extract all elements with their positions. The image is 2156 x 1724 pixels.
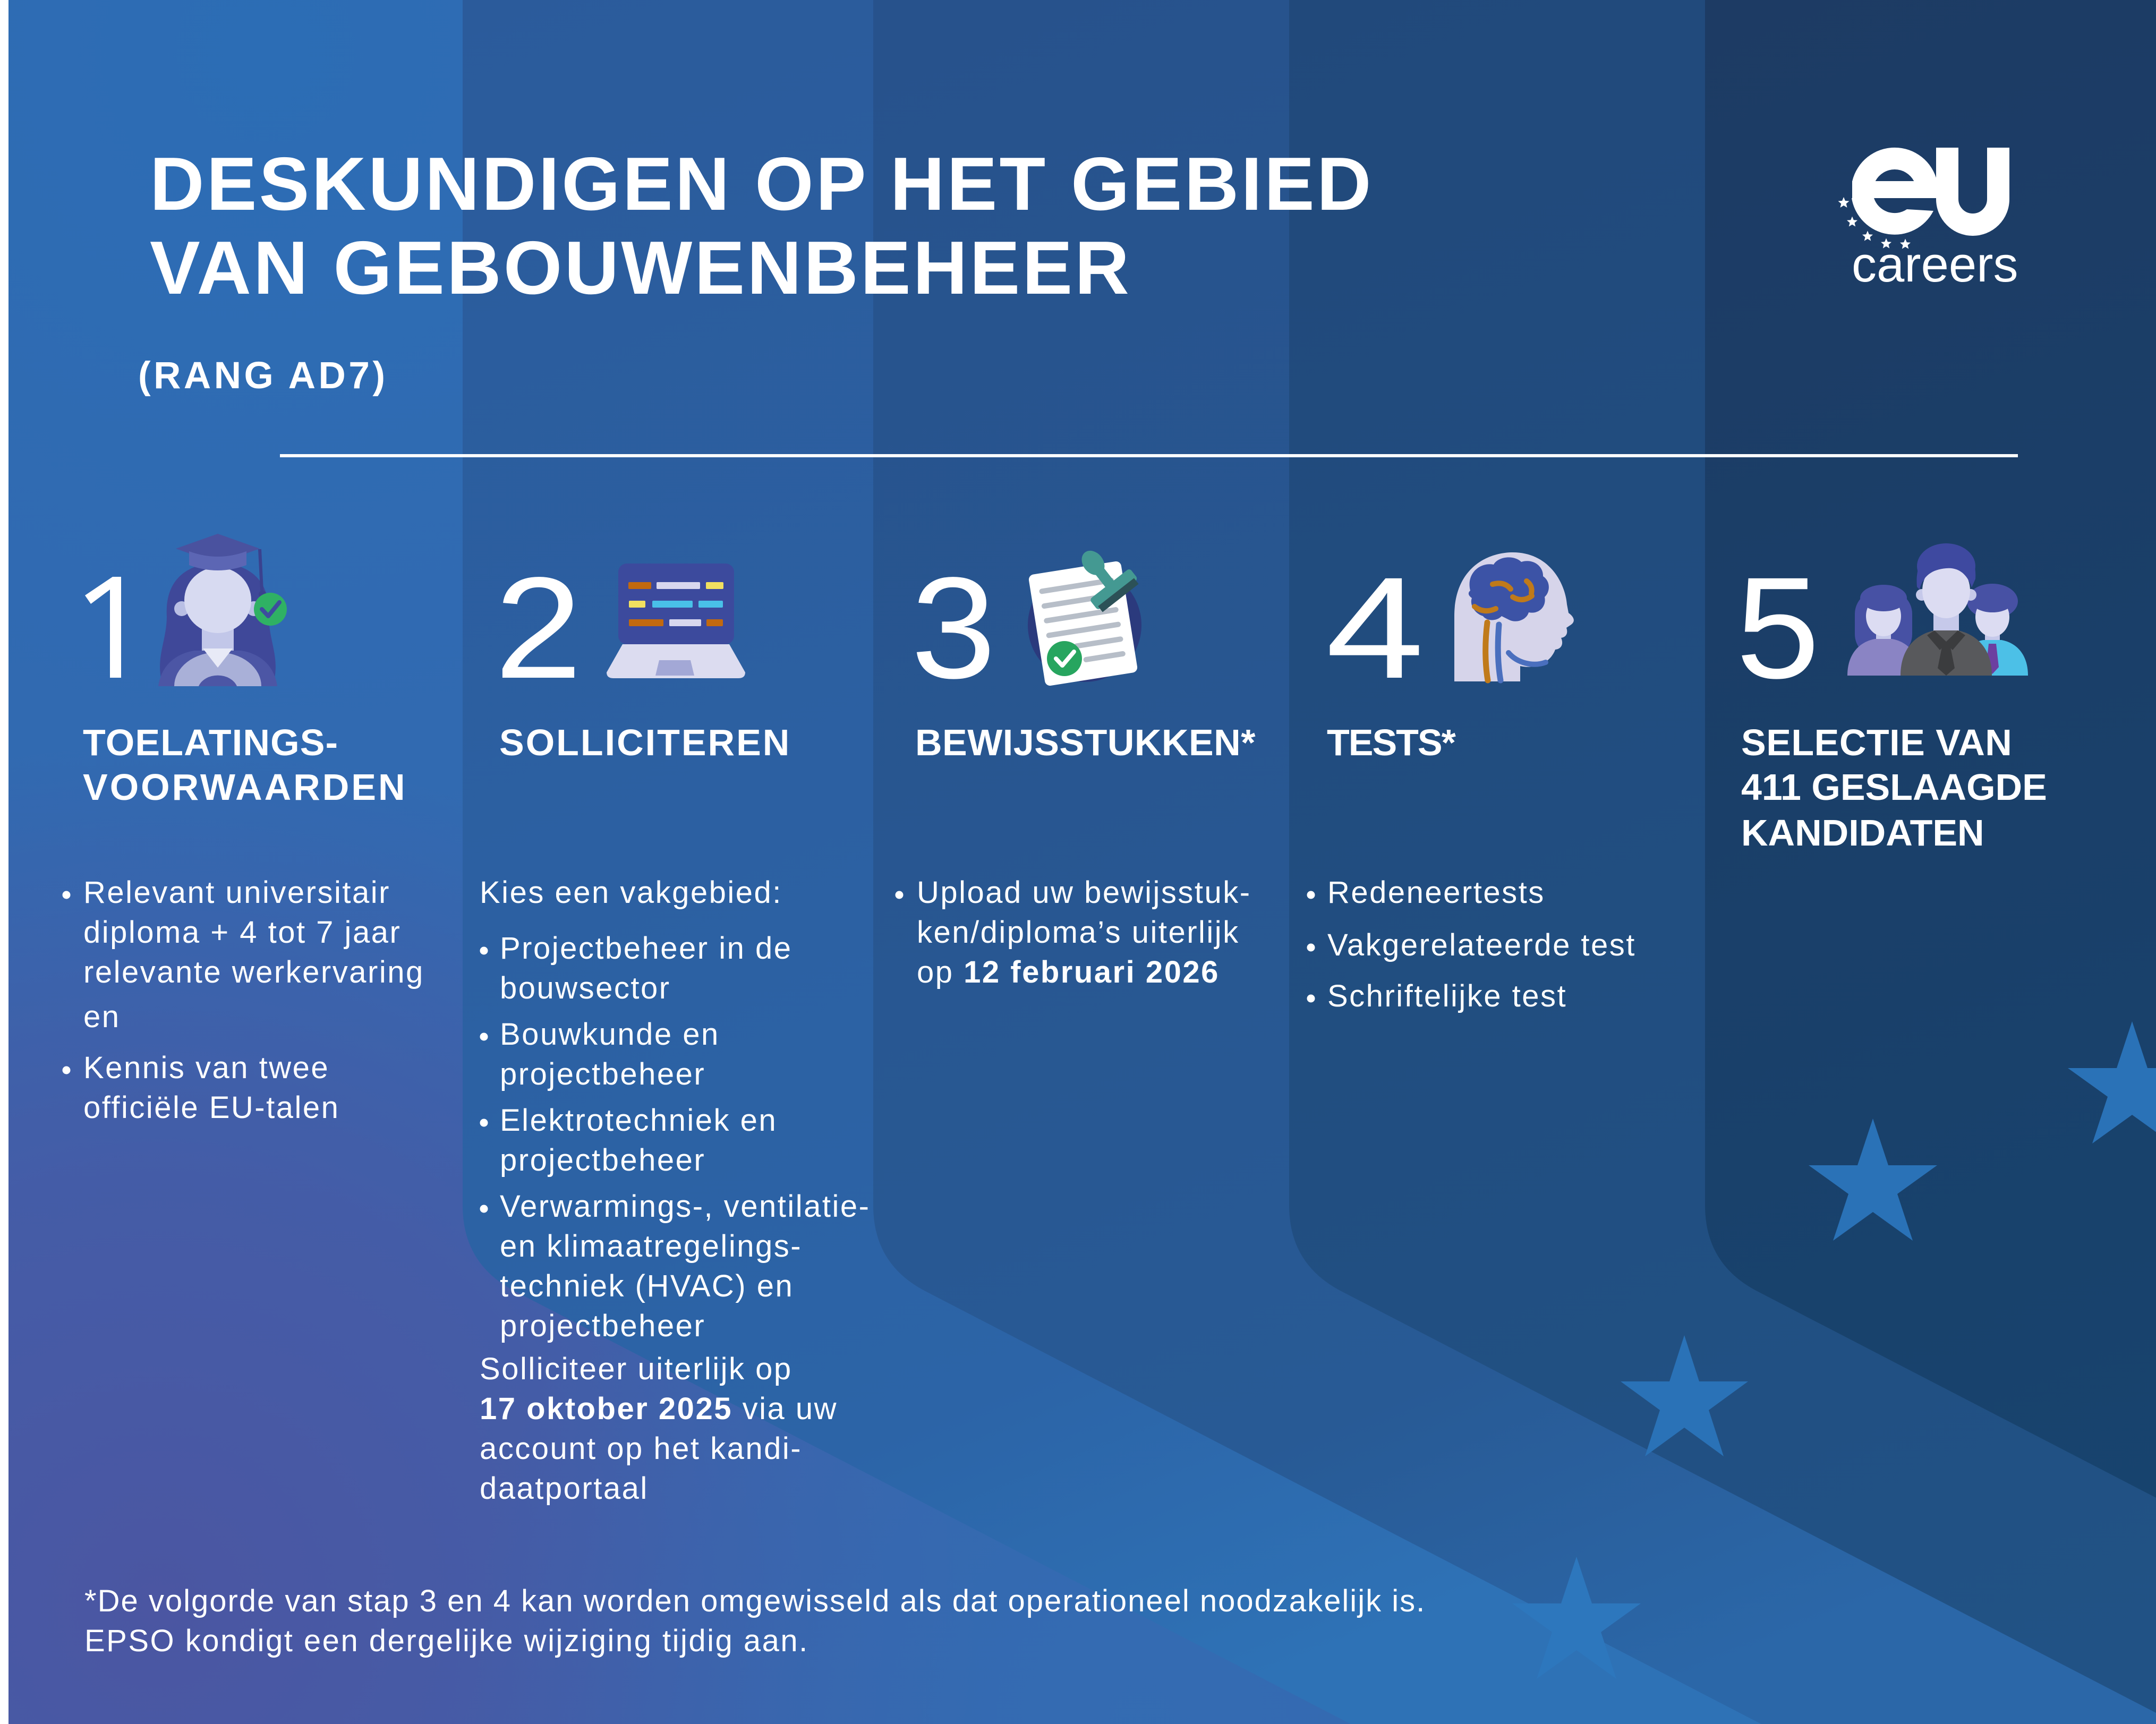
svg-text:relevante werkervaring: relevante werkervaring [83, 955, 424, 989]
svg-text:SOLLICITEREN: SOLLICITEREN [499, 722, 791, 763]
svg-text:Kennis van twee: Kennis van twee [83, 1051, 329, 1085]
svg-text:Relevant universitair: Relevant universitair [83, 875, 390, 910]
svg-text:Projectbeheer in de: Projectbeheer in de [500, 931, 792, 966]
svg-text:BEWIJSSTUKKEN*: BEWIJSSTUKKEN* [915, 722, 1256, 763]
svg-text:4: 4 [1326, 547, 1424, 709]
svg-text:bouwsector: bouwsector [500, 971, 671, 1005]
svg-text:officiële EU-talen: officiële EU-talen [83, 1090, 339, 1125]
svg-text:TESTS*: TESTS* [1327, 722, 1456, 763]
svg-text:VAN GEBOUWENBEHEER: VAN GEBOUWENBEHEER [150, 226, 1131, 310]
svg-text:2: 2 [495, 547, 582, 709]
svg-text:(RANG AD7): (RANG AD7) [138, 355, 388, 397]
svg-text:projectbeheer: projectbeheer [500, 1143, 705, 1177]
svg-text:*De volgorde van stap 3 en 4 k: *De volgorde van stap 3 en 4 kan worden … [84, 1584, 1426, 1618]
svg-text:diploma + 4 tot 7 jaar: diploma + 4 tot 7 jaar [83, 915, 401, 950]
svg-text:Elektrotechniek en: Elektrotechniek en [500, 1103, 777, 1138]
svg-text:VOORWAARDEN: VOORWAARDEN [83, 766, 407, 808]
svg-text:ken/diploma’s uiterlijk: ken/diploma’s uiterlijk [917, 915, 1240, 950]
svg-text:Kies een vakgebied:: Kies een vakgebied: [480, 875, 782, 910]
svg-text:en: en [83, 1000, 121, 1034]
svg-text:Bouwkunde en: Bouwkunde en [500, 1017, 720, 1052]
svg-text:3: 3 [911, 547, 996, 709]
svg-text:projectbeheer: projectbeheer [500, 1057, 705, 1091]
svg-text:en klimaatregelings-: en klimaatregelings- [500, 1229, 802, 1264]
svg-text:SELECTIE VAN: SELECTIE VAN [1741, 722, 2012, 763]
svg-text:careers: careers [1852, 236, 2018, 292]
svg-text:17 oktober 2025 via uw: 17 oktober 2025 via uw [480, 1392, 838, 1426]
svg-text:EPSO kondigt een dergelijke wi: EPSO kondigt een dergelijke wijziging ti… [84, 1624, 809, 1658]
svg-text:TOELATINGS-: TOELATINGS- [83, 722, 338, 763]
svg-text:Vakgerelateerde test: Vakgerelateerde test [1327, 928, 1636, 962]
svg-text:account op het kandi-: account op het kandi- [480, 1431, 802, 1466]
svg-text:411 GESLAAGDE: 411 GESLAAGDE [1741, 766, 2047, 808]
svg-text:Upload uw bewijsstuk-: Upload uw bewijsstuk- [917, 875, 1251, 910]
svg-text:Verwarmings-, ventilatie-: Verwarmings-, ventilatie- [500, 1189, 871, 1224]
svg-text:daatportaal: daatportaal [480, 1471, 649, 1506]
svg-text:techniek (HVAC) en: techniek (HVAC) en [500, 1269, 794, 1303]
svg-text:op 12 februari 2026: op 12 februari 2026 [917, 955, 1220, 989]
svg-text:projectbeheer: projectbeheer [500, 1309, 705, 1343]
svg-text:KANDIDATEN: KANDIDATEN [1741, 812, 1984, 854]
svg-text:Redeneertests: Redeneertests [1327, 875, 1545, 910]
svg-text:5: 5 [1736, 547, 1820, 709]
svg-text:DESKUNDIGEN OP HET GEBIED: DESKUNDIGEN OP HET GEBIED [150, 142, 1374, 226]
svg-text:Schriftelijke test: Schriftelijke test [1327, 979, 1567, 1013]
svg-text:Solliciteer uiterlijk op: Solliciteer uiterlijk op [480, 1352, 792, 1386]
